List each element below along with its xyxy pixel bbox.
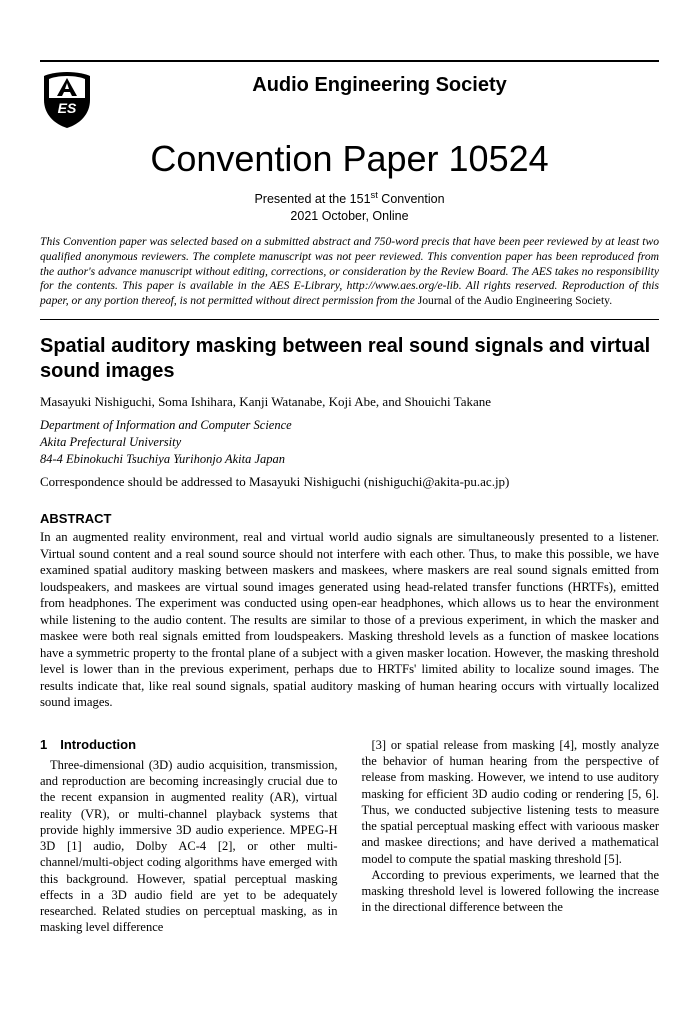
abstract-heading: ABSTRACT xyxy=(40,511,659,528)
boilerplate-roman: Journal of the Audio Engineering Society… xyxy=(418,294,612,307)
svg-text:ES: ES xyxy=(58,100,77,116)
convention-title: Convention Paper 10524 xyxy=(40,136,659,183)
presented-date: 2021 October, Online xyxy=(290,209,408,223)
society-name: Audio Engineering Society xyxy=(100,72,659,98)
mid-rule xyxy=(40,319,659,320)
col2-para-2: According to previous experiments, we le… xyxy=(362,867,660,916)
boilerplate: This Convention paper was selected based… xyxy=(40,235,659,309)
header-block: ES Audio Engineering Society Convention … xyxy=(40,70,659,225)
top-rule xyxy=(40,60,659,62)
affiliation-2: Akita Prefectural University xyxy=(40,434,659,451)
presented-sup: st xyxy=(371,190,378,200)
affiliation-1: Department of Information and Computer S… xyxy=(40,417,659,434)
column-left: 1 Introduction Three-dimensional (3D) au… xyxy=(40,737,338,936)
section-1-heading: 1 Introduction xyxy=(40,737,338,754)
authors: Masayuki Nishiguchi, Soma Ishihara, Kanj… xyxy=(40,394,659,411)
body-columns: 1 Introduction Three-dimensional (3D) au… xyxy=(40,737,659,936)
abstract-body: In an augmented reality environment, rea… xyxy=(40,529,659,711)
paper-title: Spatial auditory masking between real so… xyxy=(40,334,659,384)
presented-suffix: Convention xyxy=(378,192,445,206)
aes-logo: ES xyxy=(40,70,100,134)
correspondence: Correspondence should be addressed to Ma… xyxy=(40,474,659,491)
presented-line: Presented at the 151st Convention 2021 O… xyxy=(40,189,659,225)
affiliation-3: 84-4 Ebinokuchi Tsuchiya Yurihonjo Akita… xyxy=(40,451,659,468)
col1-para: Three-dimensional (3D) audio acquisition… xyxy=(40,757,338,936)
col2-para-1: [3] or spatial release from masking [4],… xyxy=(362,737,660,867)
presented-prefix: Presented at the 151 xyxy=(254,192,370,206)
column-right: [3] or spatial release from masking [4],… xyxy=(362,737,660,936)
